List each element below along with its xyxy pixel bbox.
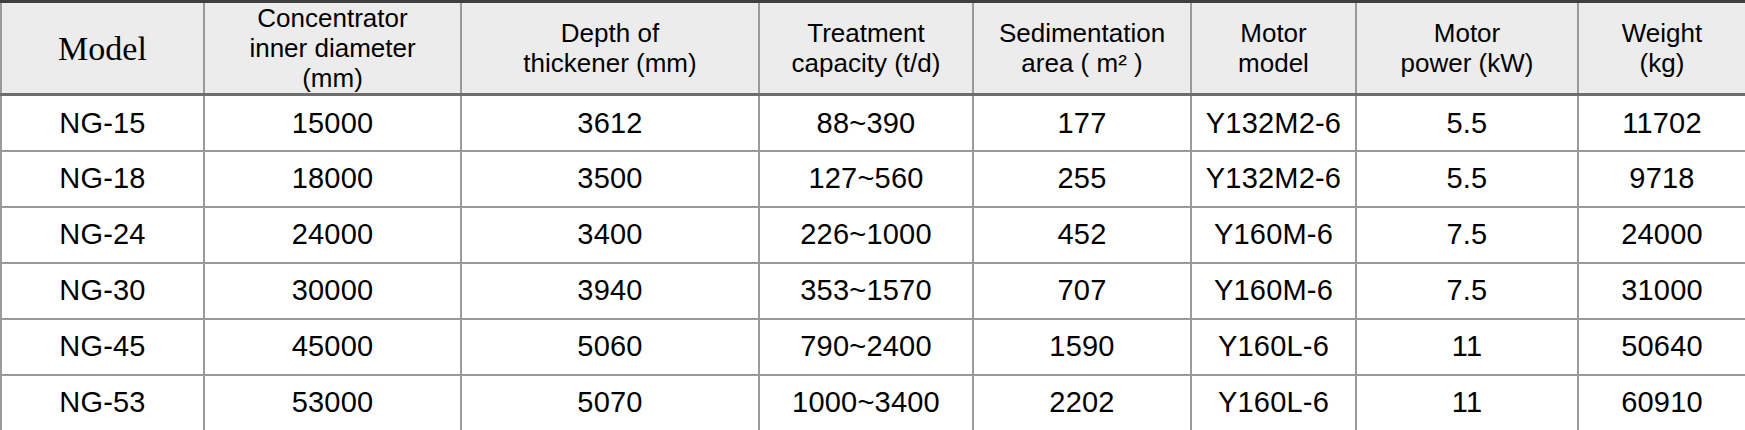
- cell-inner-diameter: 45000: [204, 319, 461, 375]
- thickener-spec-page: Model Concentrator inner diameter (mm) D…: [0, 0, 1745, 430]
- cell-depth: 3400: [461, 207, 759, 263]
- cell-weight: 24000: [1578, 207, 1745, 263]
- cell-motor-model: Y132M2-6: [1191, 95, 1356, 151]
- cell-sedimentation-area: 255: [973, 151, 1191, 207]
- column-header-motor-model: Motor model: [1191, 2, 1356, 95]
- cell-model: NG-15: [1, 95, 204, 151]
- column-header-treatment-capacity: Treatment capacity (t/d): [759, 2, 973, 95]
- cell-treatment-capacity: 353~1570: [759, 263, 973, 319]
- cell-treatment-capacity: 127~560: [759, 151, 973, 207]
- cell-model: NG-45: [1, 319, 204, 375]
- cell-depth: 5070: [461, 375, 759, 430]
- table-row-ng-30: NG-30 30000 3940 353~1570 707 Y160M-6 7.…: [1, 263, 1745, 319]
- cell-depth: 3500: [461, 151, 759, 207]
- cell-sedimentation-area: 452: [973, 207, 1191, 263]
- cell-treatment-capacity: 88~390: [759, 95, 973, 151]
- table-row-ng-24: NG-24 24000 3400 226~1000 452 Y160M-6 7.…: [1, 207, 1745, 263]
- cell-model: NG-18: [1, 151, 204, 207]
- cell-motor-power: 7.5: [1356, 207, 1578, 263]
- cell-sedimentation-area: 2202: [973, 375, 1191, 430]
- cell-depth: 5060: [461, 319, 759, 375]
- column-header-concentrator-inner-diameter: Concentrator inner diameter (mm): [204, 2, 461, 95]
- cell-treatment-capacity: 226~1000: [759, 207, 973, 263]
- header-row: Model Concentrator inner diameter (mm) D…: [1, 2, 1745, 95]
- cell-depth: 3940: [461, 263, 759, 319]
- table-row-ng-45: NG-45 45000 5060 790~2400 1590 Y160L-6 1…: [1, 319, 1745, 375]
- cell-model: NG-24: [1, 207, 204, 263]
- cell-weight: 9718: [1578, 151, 1745, 207]
- cell-motor-model: Y132M2-6: [1191, 151, 1356, 207]
- cell-treatment-capacity: 1000~3400: [759, 375, 973, 430]
- cell-treatment-capacity: 790~2400: [759, 319, 973, 375]
- table-row-ng-15: NG-15 15000 3612 88~390 177 Y132M2-6 5.5…: [1, 95, 1745, 151]
- cell-weight: 50640: [1578, 319, 1745, 375]
- column-header-weight: Weight (kg): [1578, 2, 1745, 95]
- column-header-model: Model: [1, 2, 204, 95]
- thickener-spec-table: Model Concentrator inner diameter (mm) D…: [0, 0, 1745, 430]
- cell-motor-power: 7.5: [1356, 263, 1578, 319]
- cell-inner-diameter: 24000: [204, 207, 461, 263]
- cell-motor-power: 11: [1356, 319, 1578, 375]
- cell-inner-diameter: 53000: [204, 375, 461, 430]
- cell-motor-model: Y160M-6: [1191, 263, 1356, 319]
- cell-model: NG-30: [1, 263, 204, 319]
- cell-sedimentation-area: 1590: [973, 319, 1191, 375]
- cell-sedimentation-area: 707: [973, 263, 1191, 319]
- cell-motor-power: 11: [1356, 375, 1578, 430]
- cell-weight: 60910: [1578, 375, 1745, 430]
- cell-model: NG-53: [1, 375, 204, 430]
- cell-inner-diameter: 30000: [204, 263, 461, 319]
- column-header-sedimentation-area: Sedimentation area ( m² ): [973, 2, 1191, 95]
- table-row-ng-18: NG-18 18000 3500 127~560 255 Y132M2-6 5.…: [1, 151, 1745, 207]
- cell-motor-model: Y160L-6: [1191, 375, 1356, 430]
- column-header-motor-power: Motor power (kW): [1356, 2, 1578, 95]
- cell-inner-diameter: 18000: [204, 151, 461, 207]
- cell-motor-model: Y160L-6: [1191, 319, 1356, 375]
- cell-weight: 11702: [1578, 95, 1745, 151]
- cell-depth: 3612: [461, 95, 759, 151]
- column-header-depth-of-thickener: Depth of thickener (mm): [461, 2, 759, 95]
- cell-sedimentation-area: 177: [973, 95, 1191, 151]
- cell-motor-power: 5.5: [1356, 151, 1578, 207]
- cell-motor-power: 5.5: [1356, 95, 1578, 151]
- table-row-ng-53: NG-53 53000 5070 1000~3400 2202 Y160L-6 …: [1, 375, 1745, 430]
- cell-weight: 31000: [1578, 263, 1745, 319]
- cell-motor-model: Y160M-6: [1191, 207, 1356, 263]
- cell-inner-diameter: 15000: [204, 95, 461, 151]
